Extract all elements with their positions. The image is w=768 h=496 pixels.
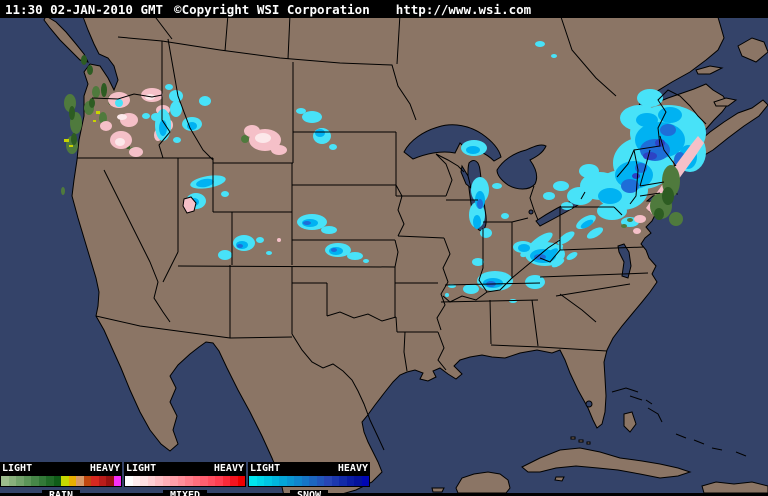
rain-heavy-label: HEAVY: [89, 463, 120, 474]
mixed-scale-labels: LIGHT HEAVY: [124, 462, 246, 475]
snow-scale-labels: LIGHT HEAVY: [248, 462, 370, 475]
legend-panel-snow: LIGHT HEAVY SNOW: [248, 462, 370, 496]
snow-title-row: SNOW: [248, 487, 370, 496]
mixed-title-row: MIXED: [124, 487, 246, 496]
bottom-strip: [0, 493, 768, 496]
legend-panel-rain: LIGHT HEAVY RAIN: [0, 462, 122, 496]
timestamp: 11:30 02-JAN-2010 GMT: [5, 1, 164, 17]
mixed-light-label: LIGHT: [126, 463, 157, 474]
mixed-gradient-bar: [124, 475, 246, 487]
precip-legend: LIGHT HEAVY RAIN LIGHT HEAVY MIXED LIGHT…: [0, 462, 370, 496]
snow-gradient-bar: [248, 475, 370, 487]
snow-heavy-label: HEAVY: [337, 463, 368, 474]
state-borders: [77, 13, 707, 451]
legend-panel-mixed: LIGHT HEAVY MIXED: [124, 462, 246, 496]
rain-title: RAIN: [41, 490, 81, 496]
rain-title-row: RAIN: [0, 487, 122, 496]
snow-light-label: LIGHT: [250, 463, 281, 474]
rain-light-label: LIGHT: [2, 463, 33, 474]
lake-okeechobee: [585, 400, 593, 408]
chesapeake-bay: [617, 243, 632, 279]
precip-snow-layer: [115, 41, 706, 303]
lake-huron: [496, 144, 547, 190]
bahamas-outlines: [611, 387, 747, 457]
great-salt-lake: [182, 196, 197, 214]
rain-gradient-bar: [0, 475, 122, 487]
lake-superior: [403, 124, 502, 162]
wsi-url: http://www.wsi.com: [395, 1, 532, 17]
mixed-heavy-label: HEAVY: [213, 463, 244, 474]
mixed-title: MIXED: [162, 490, 208, 496]
rain-scale-labels: LIGHT HEAVY: [0, 462, 122, 475]
header-bar: 11:30 02-JAN-2010 GMT ©Copyright WSI Cor…: [0, 0, 768, 18]
snow-title: SNOW: [289, 490, 329, 496]
lake-st-clair: [528, 209, 534, 215]
copyright-text: ©Copyright WSI Corporation: [174, 1, 370, 17]
precip-northeast-coastal: [621, 136, 704, 234]
